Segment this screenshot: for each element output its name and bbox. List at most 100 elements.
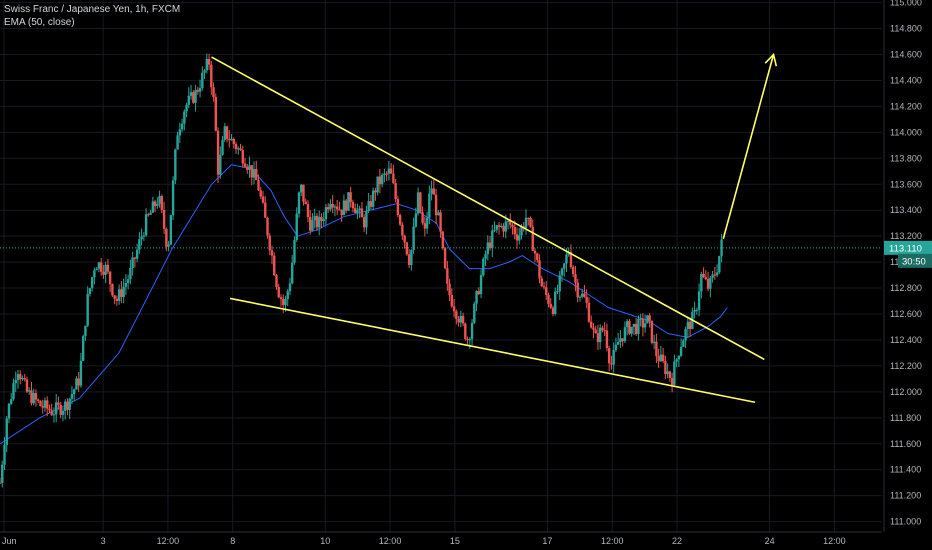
candle-body	[542, 286, 546, 288]
candle-body	[385, 173, 388, 175]
candle-body	[185, 104, 188, 112]
candle-body	[5, 418, 8, 446]
price-tick-label: 111.200	[890, 491, 921, 501]
candle-body	[338, 209, 341, 211]
candle-body	[439, 212, 442, 232]
candle-body	[261, 196, 265, 203]
candle-body	[495, 225, 498, 230]
candle-body	[75, 378, 78, 390]
candle-body	[702, 273, 705, 278]
candle-body	[538, 260, 541, 279]
candle-body	[387, 168, 391, 174]
candle-body	[421, 212, 424, 224]
candle-body	[349, 192, 352, 203]
candle-body	[659, 354, 663, 362]
price-tick-label: 112.800	[890, 283, 922, 293]
candle-body	[169, 215, 173, 245]
time-tick-label: 10	[320, 536, 330, 546]
candle-body	[583, 293, 586, 297]
candle-body	[61, 410, 65, 415]
candle-body	[257, 180, 260, 191]
candle-body	[174, 149, 177, 181]
candle-body	[237, 148, 240, 150]
candle-body	[664, 361, 667, 375]
candle-body	[603, 330, 606, 332]
candle-body	[324, 207, 328, 220]
time-axis[interactable]: Jun 3 12:00 8 10 12:00 15 17 12:00 22 24 12:00	[0, 531, 882, 546]
candle-body	[313, 215, 316, 221]
candle-body	[367, 201, 370, 211]
candle-body	[567, 252, 570, 255]
candle-body	[437, 212, 440, 216]
candle-body	[700, 273, 703, 292]
candle-body	[52, 414, 56, 416]
time-tick-label: 3	[101, 536, 106, 546]
candle-body	[342, 200, 346, 216]
candle-body	[688, 321, 692, 330]
candle-body	[266, 217, 269, 236]
candle-body	[668, 371, 672, 378]
candle-body	[556, 291, 559, 293]
candle-body	[223, 126, 226, 140]
candle-body	[410, 250, 413, 266]
candle-body	[634, 323, 638, 335]
candle-body	[259, 190, 262, 197]
candle-body	[650, 320, 654, 343]
candle-body	[28, 390, 31, 392]
candle-body	[295, 213, 298, 241]
candle-body	[333, 206, 337, 208]
ema-legend[interactable]: EMA (50, close)	[4, 17, 75, 28]
candle-body	[709, 277, 712, 289]
candle-body	[446, 268, 449, 284]
candle-body	[77, 378, 80, 386]
candle-body	[99, 262, 103, 272]
candle-body	[165, 228, 168, 247]
candle-body	[457, 318, 460, 323]
candle-body	[398, 215, 402, 225]
candle-body	[563, 263, 566, 269]
candle-body	[518, 235, 521, 241]
candle-body	[412, 226, 415, 251]
candle-body	[54, 402, 58, 415]
candle-body	[443, 248, 447, 269]
candle-body	[122, 286, 125, 298]
candle-body	[93, 270, 96, 278]
candle-body	[111, 284, 114, 296]
candle-body	[365, 210, 368, 228]
candle-body	[587, 302, 591, 322]
candle-body	[520, 226, 523, 236]
candle-body	[205, 58, 209, 71]
candle-body	[545, 287, 548, 295]
candle-body	[97, 262, 101, 269]
candle-body	[210, 64, 213, 88]
candle-body	[614, 344, 618, 351]
candle-body	[25, 379, 29, 392]
candle-body	[371, 190, 375, 207]
candle-body	[88, 288, 92, 294]
candle-body	[239, 148, 242, 151]
candle-body	[529, 218, 532, 227]
price-tick-label: 112.200	[890, 361, 922, 371]
time-tick-label: 12:00	[823, 536, 846, 546]
candle-body	[380, 175, 384, 185]
candle-body	[68, 398, 71, 410]
candle-body	[12, 383, 15, 400]
candle-body	[246, 166, 249, 170]
candle-body	[491, 230, 494, 249]
candle-body	[19, 374, 22, 380]
candle-body	[652, 341, 656, 343]
symbol-title[interactable]: Swiss Franc / Japanese Yen, 1h, FXCM	[4, 4, 181, 15]
candle-body	[486, 242, 489, 255]
candle-body	[21, 378, 24, 380]
candle-body	[607, 348, 611, 364]
candle-body	[306, 204, 310, 218]
candle-body	[718, 255, 721, 273]
candle-body	[117, 289, 121, 301]
candle-body	[315, 215, 319, 228]
candle-body	[151, 201, 155, 213]
candle-body	[273, 255, 276, 276]
candle-body	[630, 326, 633, 334]
candle-body	[241, 150, 244, 164]
